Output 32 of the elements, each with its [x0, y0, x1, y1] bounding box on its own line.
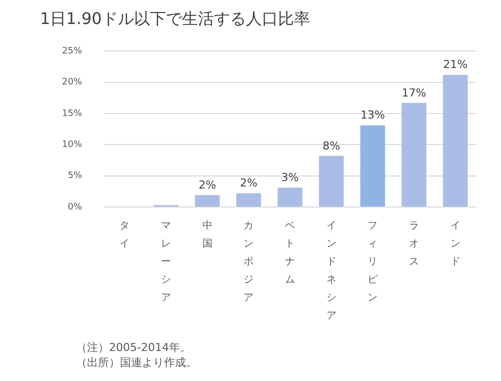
data-label: 3%: [281, 171, 299, 184]
x-tick-label: ベトナム: [285, 220, 295, 286]
data-label: 2%: [240, 176, 258, 190]
data-label: 8%: [322, 139, 340, 152]
x-tick-label: カンボジア: [244, 220, 254, 304]
text: （注）2005-2014年。: [76, 340, 192, 355]
bar: [278, 188, 302, 206]
y-tick-label: 0%: [68, 202, 82, 212]
y-tick-label: 10%: [62, 140, 82, 150]
bar: [194, 195, 220, 206]
bar: [402, 102, 426, 206]
x-tick-label: ラオス: [409, 220, 419, 268]
data-label: 13%: [360, 108, 385, 122]
x-tick-label: インドネシア: [326, 220, 336, 322]
y-tick-label: 15%: [62, 108, 82, 119]
data-label: 21%: [443, 58, 468, 72]
y-tick-label: 5%: [68, 171, 82, 182]
data-label: 17%: [402, 86, 426, 100]
bar: [360, 125, 386, 206]
bar: [442, 74, 468, 206]
bar: [236, 193, 262, 206]
x-tick-label: マレーシア: [161, 220, 172, 304]
x-tick-label: フィリピン: [368, 220, 378, 304]
bar: [318, 156, 344, 206]
y-tick-label: 25%: [62, 46, 82, 57]
data-label: 2%: [198, 178, 216, 192]
text: （出所）国連より作成。: [76, 355, 197, 370]
x-tick-label: インド: [450, 220, 460, 268]
x-tick-label: タイ: [120, 220, 130, 250]
chart-title: 1日1.90ドル以下で生活する人口比率: [40, 8, 310, 28]
y-tick-label: 20%: [62, 78, 82, 88]
x-tick-label: 中国: [202, 220, 212, 250]
